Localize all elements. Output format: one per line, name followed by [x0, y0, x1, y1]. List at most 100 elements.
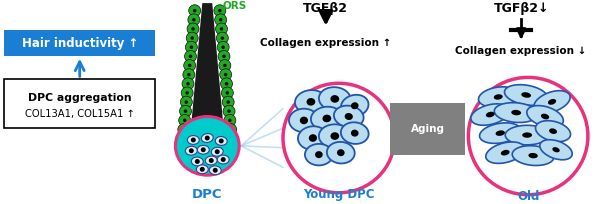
Ellipse shape — [486, 142, 525, 163]
Text: TGFβ2: TGFβ2 — [303, 2, 348, 16]
Ellipse shape — [201, 134, 213, 142]
Ellipse shape — [505, 85, 548, 105]
Ellipse shape — [188, 136, 199, 144]
Circle shape — [215, 14, 227, 26]
Ellipse shape — [351, 102, 359, 109]
Circle shape — [215, 23, 227, 35]
Text: COL13A1, COL15A1 ↑: COL13A1, COL15A1 ↑ — [25, 109, 135, 119]
Circle shape — [195, 159, 200, 164]
Ellipse shape — [209, 166, 221, 175]
Circle shape — [227, 109, 231, 113]
Circle shape — [224, 124, 237, 135]
Text: Collagen expression ↓: Collagen expression ↓ — [456, 46, 587, 56]
Circle shape — [185, 41, 197, 53]
Circle shape — [221, 157, 226, 162]
Ellipse shape — [341, 95, 368, 117]
Ellipse shape — [351, 130, 359, 137]
Circle shape — [219, 139, 224, 143]
Ellipse shape — [319, 87, 351, 111]
Circle shape — [191, 27, 195, 31]
Ellipse shape — [540, 140, 572, 160]
Ellipse shape — [534, 91, 570, 113]
Ellipse shape — [196, 165, 208, 174]
Circle shape — [182, 128, 186, 131]
Circle shape — [468, 77, 588, 195]
Ellipse shape — [501, 150, 509, 155]
Ellipse shape — [341, 122, 368, 144]
Circle shape — [204, 136, 210, 141]
Ellipse shape — [289, 109, 319, 132]
Ellipse shape — [295, 90, 327, 114]
Circle shape — [214, 5, 226, 17]
Circle shape — [224, 82, 228, 85]
Text: Aging: Aging — [410, 124, 445, 134]
Circle shape — [191, 36, 194, 40]
Circle shape — [180, 146, 184, 150]
Ellipse shape — [305, 144, 333, 165]
Circle shape — [226, 100, 230, 104]
Circle shape — [217, 41, 229, 53]
Ellipse shape — [217, 155, 229, 164]
Ellipse shape — [311, 107, 343, 130]
Ellipse shape — [197, 145, 209, 154]
Circle shape — [185, 50, 197, 62]
Circle shape — [217, 32, 228, 44]
Circle shape — [223, 64, 227, 67]
Circle shape — [178, 124, 190, 135]
Ellipse shape — [527, 106, 563, 128]
Ellipse shape — [211, 147, 223, 156]
Circle shape — [184, 60, 195, 71]
Circle shape — [177, 133, 189, 144]
Circle shape — [187, 23, 199, 35]
Circle shape — [222, 54, 226, 58]
Circle shape — [188, 14, 200, 26]
Ellipse shape — [522, 132, 532, 138]
Circle shape — [224, 73, 227, 76]
Circle shape — [189, 45, 193, 49]
Circle shape — [192, 18, 195, 21]
Text: ORS: ORS — [222, 1, 246, 11]
Circle shape — [189, 148, 194, 153]
Circle shape — [226, 133, 238, 144]
Circle shape — [219, 18, 223, 21]
Ellipse shape — [522, 92, 531, 98]
Circle shape — [222, 96, 234, 108]
Text: TGFβ2↓: TGFβ2↓ — [494, 2, 549, 16]
Ellipse shape — [345, 113, 353, 120]
Polygon shape — [188, 3, 227, 167]
Circle shape — [183, 119, 186, 122]
Circle shape — [228, 119, 232, 122]
Ellipse shape — [494, 94, 503, 100]
Ellipse shape — [334, 106, 364, 128]
Circle shape — [229, 128, 232, 131]
Ellipse shape — [495, 130, 505, 136]
Circle shape — [221, 87, 234, 99]
Circle shape — [213, 168, 218, 173]
Circle shape — [186, 82, 190, 85]
Circle shape — [193, 9, 197, 12]
Circle shape — [223, 105, 235, 117]
Circle shape — [231, 146, 234, 150]
Ellipse shape — [191, 157, 203, 166]
Ellipse shape — [494, 103, 538, 123]
Ellipse shape — [315, 151, 322, 158]
Ellipse shape — [552, 147, 560, 152]
Text: Hair inductivity ↑: Hair inductivity ↑ — [22, 37, 138, 50]
Ellipse shape — [511, 110, 521, 115]
Circle shape — [182, 87, 193, 99]
Circle shape — [185, 100, 188, 104]
Text: Old: Old — [517, 190, 539, 203]
Ellipse shape — [535, 121, 571, 142]
Circle shape — [188, 64, 191, 67]
Ellipse shape — [330, 95, 339, 103]
Circle shape — [200, 167, 204, 172]
Circle shape — [219, 60, 231, 71]
Text: Young DPC: Young DPC — [303, 188, 374, 201]
Ellipse shape — [309, 134, 317, 142]
Ellipse shape — [185, 146, 197, 155]
Ellipse shape — [541, 114, 549, 119]
Circle shape — [191, 137, 196, 142]
Ellipse shape — [215, 136, 227, 145]
Text: Collagen expression ↑: Collagen expression ↑ — [260, 38, 391, 48]
Ellipse shape — [486, 112, 495, 117]
